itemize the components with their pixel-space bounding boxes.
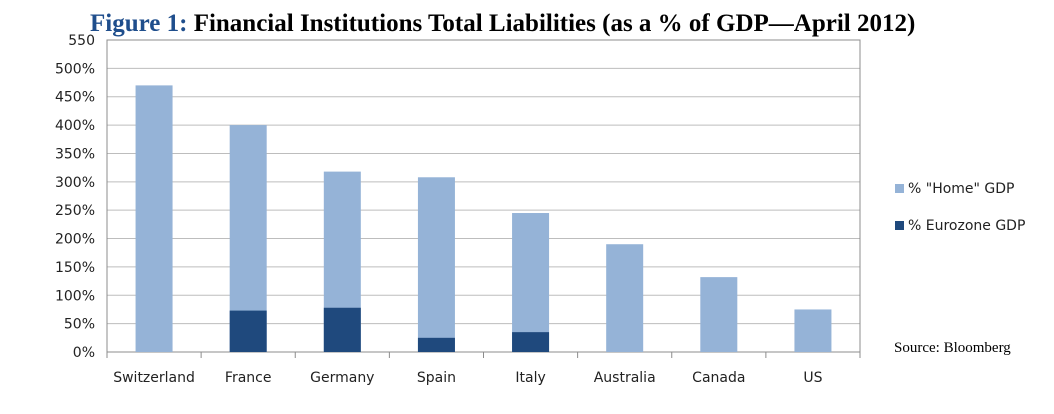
bar-home-gdp xyxy=(700,277,738,352)
x-tick-label: Spain xyxy=(417,370,456,386)
x-tick-label: Australia xyxy=(594,370,656,386)
bar-eurozone-gdp xyxy=(512,332,550,352)
y-tick-label: 500% xyxy=(55,61,95,77)
bar-eurozone-gdp xyxy=(323,307,361,352)
y-tick-label: 150% xyxy=(55,260,95,276)
y-tick-label: 0% xyxy=(73,345,95,361)
bars xyxy=(135,85,832,352)
y-tick-label: 350% xyxy=(55,146,95,162)
y-tick-label: 200% xyxy=(55,232,95,248)
y-tick-label: 450% xyxy=(55,90,95,106)
x-tick-label: Italy xyxy=(515,370,545,386)
y-tick-label: 100% xyxy=(55,288,95,304)
x-tick-label: US xyxy=(803,370,822,386)
x-axis-tick-labels: Switzerland France Germany Spain Italy Austra… xyxy=(113,370,822,386)
y-tick-label: 550 xyxy=(68,33,95,49)
figure-label: Figure 1: xyxy=(90,10,188,37)
bar-home-gdp xyxy=(606,244,644,352)
bar-home-gdp xyxy=(794,309,832,352)
x-tick-label: Switzerland xyxy=(113,370,195,386)
bar-eurozone-gdp xyxy=(229,310,267,352)
legend-label: % "Home" GDP xyxy=(908,181,1015,197)
y-tick-label: 50% xyxy=(64,317,95,333)
bar-home-gdp xyxy=(512,213,550,352)
legend-swatch xyxy=(895,184,904,193)
x-tick-label: Germany xyxy=(310,370,374,386)
chart-title: Figure 1: Financial Institutions Total L… xyxy=(90,10,915,38)
gridlines xyxy=(106,39,861,358)
source-note: Source: Bloomberg xyxy=(894,340,1011,356)
title-text: Financial Institutions Total Liabilities… xyxy=(193,10,916,37)
bar-eurozone-gdp xyxy=(417,337,455,352)
bar-home-gdp xyxy=(135,85,173,352)
bar-home-gdp xyxy=(417,177,455,352)
x-tick-label: France xyxy=(225,370,272,386)
x-tick-label: Canada xyxy=(692,370,745,386)
legend-swatch xyxy=(895,221,904,230)
y-axis-tick-labels: 0% 50% 100% 150% 200% 250% 300% 350% 400% 450% 500… xyxy=(55,33,95,361)
legend-label: % Eurozone GDP xyxy=(908,218,1025,234)
plot-area-frame xyxy=(106,39,861,353)
y-tick-label: 250% xyxy=(55,203,95,219)
legend: % "Home" GDP % Eurozone GDP xyxy=(895,181,1025,234)
y-tick-label: 300% xyxy=(55,175,95,191)
y-tick-label: 400% xyxy=(55,118,95,134)
